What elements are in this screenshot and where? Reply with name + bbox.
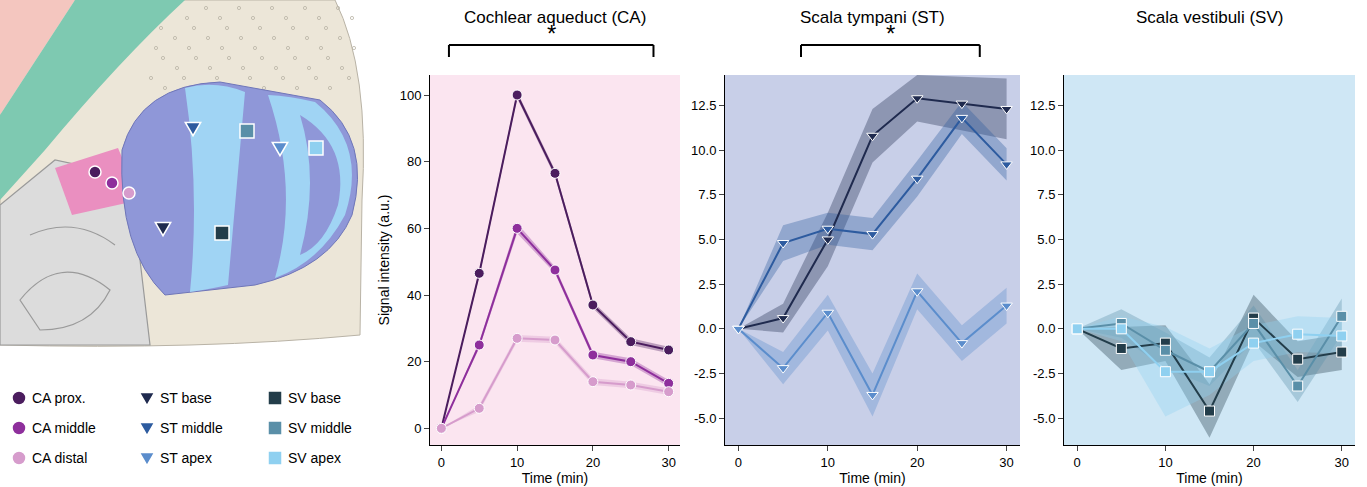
svg-text:0: 0 [735,455,742,470]
svg-text:7.5: 7.5 [698,187,716,202]
svg-text:SV base: SV base [288,390,341,406]
svg-text:Scala vestibuli (SV): Scala vestibuli (SV) [1136,8,1283,27]
svg-text:Cochlear aqueduct (CA): Cochlear aqueduct (CA) [464,8,646,27]
svg-text:Time (min): Time (min) [1176,470,1242,486]
svg-text:-5.0: -5.0 [1033,411,1055,426]
svg-text:10.0: 10.0 [691,143,716,158]
svg-text:SV middle: SV middle [288,420,352,436]
svg-text:CA prox.: CA prox. [32,390,86,406]
svg-text:0.0: 0.0 [698,321,716,336]
svg-text:Time (min): Time (min) [839,470,905,486]
svg-text:10: 10 [510,455,524,470]
svg-text:30: 30 [661,455,675,470]
svg-text:20: 20 [586,455,600,470]
svg-text:40: 40 [407,288,421,303]
svg-text:0: 0 [414,421,421,436]
svg-text:60: 60 [407,221,421,236]
svg-text:20: 20 [407,354,421,369]
svg-text:-5.0: -5.0 [694,411,716,426]
svg-text:Time (min): Time (min) [522,470,588,486]
svg-text:ST apex: ST apex [160,450,212,466]
svg-text:ST base: ST base [160,390,212,406]
svg-text:CA distal: CA distal [32,450,87,466]
svg-text:7.5: 7.5 [1037,187,1055,202]
svg-text:Signal intensity (a.u.): Signal intensity (a.u.) [376,195,392,326]
svg-text:80: 80 [407,154,421,169]
svg-text:5.0: 5.0 [1037,232,1055,247]
svg-text:-2.5: -2.5 [1033,366,1055,381]
svg-text:2.5: 2.5 [698,277,716,292]
svg-text:CA middle: CA middle [32,420,96,436]
svg-text:20: 20 [1246,455,1260,470]
svg-text:SV apex: SV apex [288,450,341,466]
svg-text:0: 0 [1074,455,1081,470]
svg-text:ST middle: ST middle [160,420,223,436]
svg-text:Scala tympani (ST): Scala tympani (ST) [800,8,945,27]
svg-text:10: 10 [1158,455,1172,470]
svg-text:12.5: 12.5 [1030,98,1055,113]
svg-text:2.5: 2.5 [1037,277,1055,292]
svg-text:*: * [886,20,895,47]
svg-text:5.0: 5.0 [698,232,716,247]
svg-text:10.0: 10.0 [1030,143,1055,158]
svg-text:-2.5: -2.5 [694,366,716,381]
svg-text:100: 100 [400,88,422,103]
svg-text:30: 30 [1335,455,1349,470]
svg-text:0.0: 0.0 [1037,321,1055,336]
svg-text:10: 10 [821,455,835,470]
svg-text:*: * [547,20,556,47]
svg-text:20: 20 [910,455,924,470]
svg-text:12.5: 12.5 [691,98,716,113]
svg-text:30: 30 [999,455,1013,470]
svg-text:0: 0 [438,455,445,470]
